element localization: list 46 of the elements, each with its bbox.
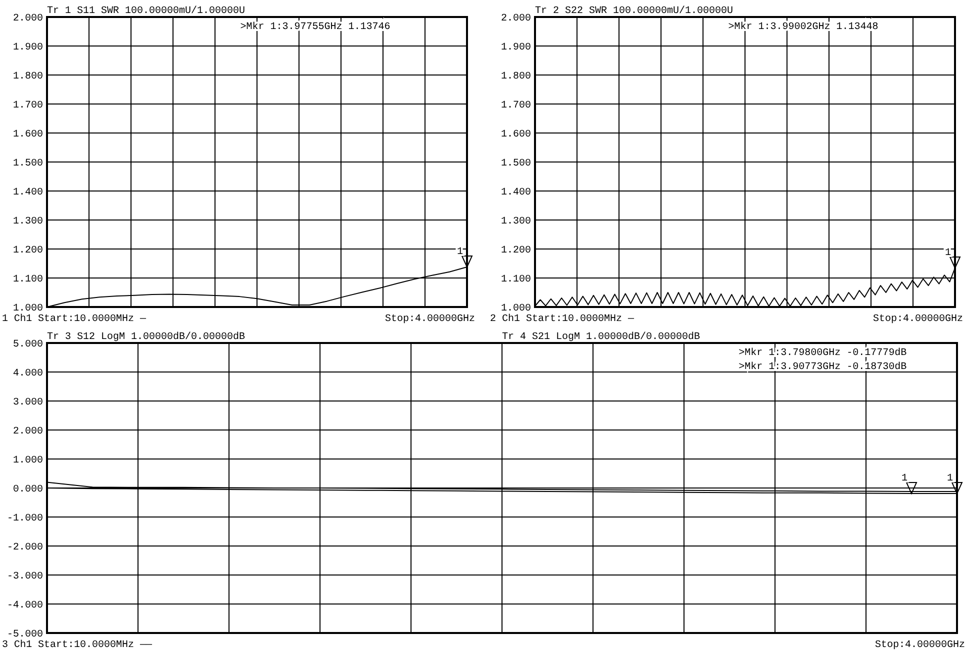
- y-tick-label: 1.200: [12, 246, 43, 256]
- text: Stop:4.00000GHz: [874, 640, 965, 651]
- y-tick-label: 1.900: [500, 42, 531, 54]
- text: 2 Ch1 Start:10.0000MHz —: [490, 313, 636, 325]
- text: 3 Ch1 Start:10.0000MHz ——: [2, 639, 154, 651]
- y-tick-label: 1.600: [12, 130, 43, 140]
- y-tick-label: 1.000: [500, 304, 531, 314]
- y-tick-label: 1.400: [500, 188, 531, 198]
- chart-title: Tr 2 S22 SWR 100.00000mU/1.00000U: [535, 5, 734, 17]
- y-tick-label: -3.000: [6, 572, 43, 582]
- y-tick-label: 1.300: [500, 216, 531, 228]
- y-tick-label: 2.000: [12, 426, 43, 438]
- y-tick-label: 1.600: [500, 130, 531, 140]
- text: Stop:4.00000GHz: [384, 314, 475, 325]
- y-tick-label: 0.000: [12, 484, 43, 496]
- y-tick-label: 2.000: [12, 14, 43, 24]
- y-tick-label: -4.000: [6, 600, 43, 612]
- text: 1 Ch1 Start:10.0000MHz —: [2, 313, 148, 325]
- y-tick-label: 1.300: [12, 216, 43, 228]
- y-tick-label: 1.700: [12, 100, 43, 112]
- y-tick-label: 1.800: [12, 72, 43, 82]
- y-tick-label: 1.400: [12, 188, 43, 198]
- y-tick-label: 1.500: [500, 158, 531, 170]
- y-tick-label: 1.700: [500, 100, 531, 112]
- annotation: 1: [946, 474, 953, 485]
- chart-title: Tr 3 S12 LogM 1.00000dB/0.00000dB: [47, 331, 246, 343]
- y-tick-label: 1.100: [500, 274, 531, 286]
- y-tick-label: 1.800: [500, 72, 531, 82]
- chart-title: Tr 1 S11 SWR 100.00000mU/1.00000U: [47, 5, 246, 17]
- y-tick-label: 1.100: [12, 274, 43, 286]
- y-tick-label: -2.000: [6, 542, 43, 554]
- text: Stop:4.00000GHz: [872, 314, 963, 325]
- y-tick-label: -1.000: [6, 514, 43, 524]
- y-tick-label: 1.000: [12, 456, 43, 466]
- y-tick-label: 1.500: [12, 158, 43, 170]
- annotation: 1: [944, 248, 951, 259]
- y-tick-label: 1.900: [12, 42, 43, 54]
- y-tick-label: -5.000: [6, 630, 43, 640]
- chart-subtitle: Tr 4 S21 LogM 1.00000dB/0.00000dB: [502, 331, 700, 343]
- y-tick-label: 3.000: [12, 398, 43, 408]
- y-tick-label: 1.200: [500, 246, 531, 256]
- y-tick-label: 5.000: [12, 340, 43, 350]
- annotation: 1: [901, 474, 908, 485]
- y-tick-label: 2.000: [500, 14, 531, 24]
- y-tick-label: 4.000: [12, 368, 43, 380]
- y-tick-label: 1.000: [12, 304, 43, 314]
